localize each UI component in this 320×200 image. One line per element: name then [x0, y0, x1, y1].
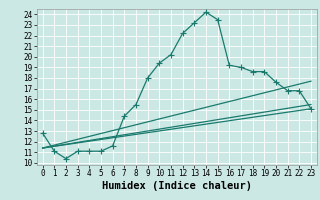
- X-axis label: Humidex (Indice chaleur): Humidex (Indice chaleur): [102, 181, 252, 191]
